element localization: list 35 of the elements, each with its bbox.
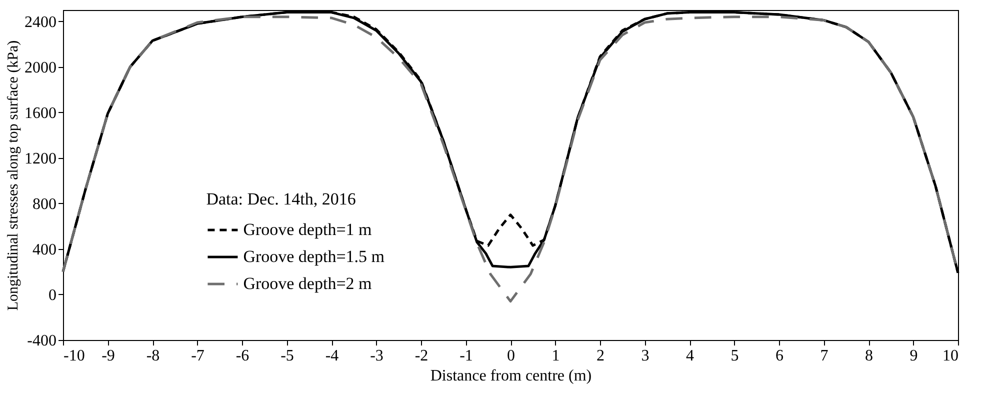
x-tick-label: -3 (370, 348, 384, 364)
y-tick-label: 2000 (24, 59, 56, 76)
x-tick-label: -6 (236, 348, 250, 364)
x-tick-label: 0 (507, 348, 515, 364)
y-tick-label: 400 (32, 241, 56, 258)
x-tick-label: 6 (776, 348, 784, 364)
legend-label: Groove depth=2 m (243, 274, 372, 293)
y-tick-label: 2400 (24, 14, 56, 31)
x-tick-label: -4 (325, 348, 339, 364)
x-tick-label: -1 (460, 348, 473, 364)
y-tick-label: 1200 (24, 150, 56, 168)
legend-label: Groove depth=1 m (243, 220, 372, 239)
x-tick-label: -5 (280, 348, 294, 364)
x-tick-label: 9 (910, 348, 918, 364)
x-tick-label: -10 (64, 348, 85, 364)
y-tick-label: 0 (48, 286, 56, 304)
legend-title: Data: Dec. 14th, 2016 (206, 190, 356, 208)
y-tick-label: 1600 (24, 104, 56, 122)
x-tick-label: 7 (820, 348, 828, 364)
x-tick-label: -7 (191, 348, 204, 364)
x-axis-title: Distance from centre (m) (430, 368, 592, 384)
legend-label: Groove depth=1.5 m (243, 247, 385, 266)
x-tick-label: 5 (730, 348, 739, 364)
x-tick-label: 3 (641, 348, 650, 364)
y-tick-label: 800 (32, 196, 56, 213)
x-tick-label: 1 (552, 348, 560, 364)
y-axis-title: Longitudinal stresses along top surface (kPa) (6, 40, 22, 311)
x-tick-label: 4 (686, 348, 694, 364)
x-tick-label: -8 (146, 348, 160, 364)
x-tick-label: -2 (414, 348, 428, 364)
x-tick-label: 2 (596, 348, 604, 364)
x-tick-label: 8 (865, 348, 873, 364)
x-tick-label: -9 (102, 348, 115, 364)
y-tick-label: -400 (27, 332, 56, 350)
x-tick-label: 10 (942, 348, 958, 364)
